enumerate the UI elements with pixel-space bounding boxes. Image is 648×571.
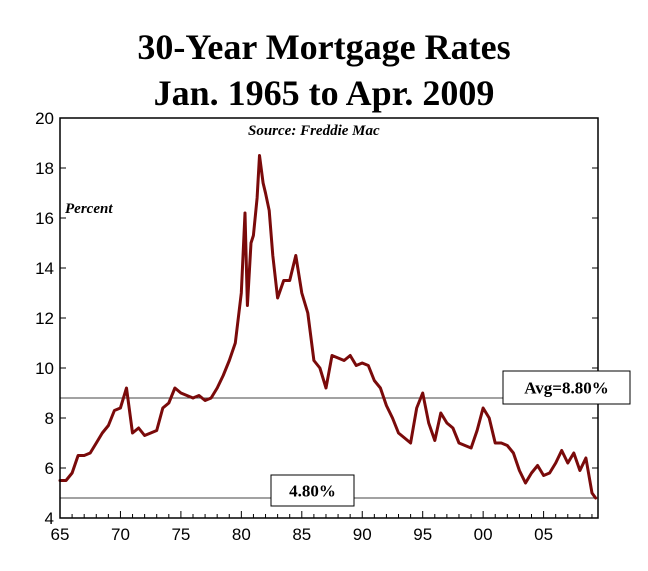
y-tick-label: 12 [35, 309, 54, 328]
plot-frame [59, 117, 599, 519]
x-tick-label: 05 [534, 525, 553, 544]
x-axis: 65 70 75 80 85 90 95 00 05 [51, 511, 593, 544]
y-tick-label: 14 [35, 259, 54, 278]
y-tick-label: 8 [45, 409, 54, 428]
reference-label-box-2 [270, 474, 355, 507]
source-note: Source: Freddie Mac [248, 123, 380, 139]
x-tick-label: 70 [111, 525, 130, 544]
chart-title-line-1: 30-Year Mortgage Rates [137, 27, 510, 67]
x-tick-label: 00 [474, 525, 493, 544]
x-tick-label: 80 [232, 525, 251, 544]
y-axis: 4 6 8 10 12 14 16 18 20 [35, 109, 598, 528]
x-tick-label: 85 [292, 525, 311, 544]
series-line-1 [58, 154, 598, 500]
y-tick-label: 20 [35, 109, 54, 128]
y-axis-label: Percent [65, 201, 113, 217]
y-tick-label: 18 [35, 159, 54, 178]
x-tick-label: 75 [171, 525, 190, 544]
y-tick-label: 10 [35, 359, 54, 378]
y-tick-label: 6 [45, 459, 54, 478]
reference-line-labels: Avg=8.80% 4.80% [270, 370, 631, 507]
y-tick-label: 4 [45, 509, 54, 528]
series-layer [58, 154, 598, 500]
y-tick-label: 16 [35, 209, 54, 228]
reference-label-box-1 [502, 370, 631, 405]
x-tick-label: 65 [51, 525, 70, 544]
x-tick-label: 95 [413, 525, 432, 544]
reference-label-2: 4.80% [289, 482, 336, 501]
chart-title-line-2: Jan. 1965 to Apr. 2009 [154, 73, 495, 113]
reference-label-1: Avg=8.80% [524, 379, 608, 398]
x-tick-label: 90 [353, 525, 372, 544]
